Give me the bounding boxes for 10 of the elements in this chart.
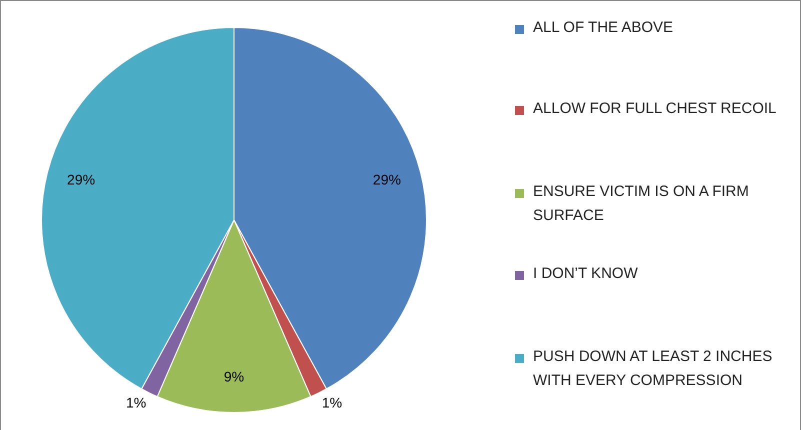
data-label: 1% bbox=[322, 394, 342, 411]
legend-label: ALL OF THE ABOVE bbox=[533, 18, 674, 38]
legend-label: PUSH DOWN AT LEAST 2 INCHES WITH EVERY COMPRESSION bbox=[533, 347, 774, 391]
legend-label: I DON’T KNOW bbox=[533, 264, 639, 284]
legend-label: ENSURE VICTIM IS ON A FIRM SURFACE bbox=[533, 182, 750, 226]
data-label: 29% bbox=[67, 172, 96, 188]
data-label: 29% bbox=[372, 172, 401, 188]
legend-label: ALLOW FOR FULL CHEST RECOIL bbox=[533, 99, 778, 119]
data-label: 9% bbox=[224, 368, 244, 385]
data-label: 1% bbox=[126, 394, 146, 411]
